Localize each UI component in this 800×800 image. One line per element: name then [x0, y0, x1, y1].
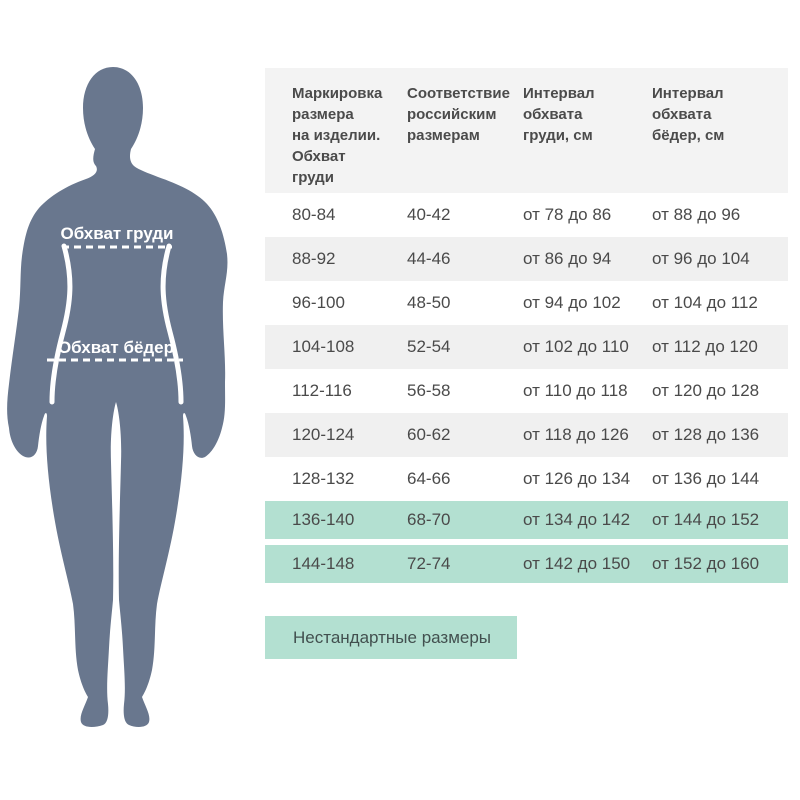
table-row: 104-108 52-54 от 102 до 110 от 112 до 12… [265, 325, 788, 369]
table-cell: 120-124 [292, 425, 355, 444]
table-cell: 104-108 [292, 337, 355, 356]
table-cell: 136-140 [292, 510, 355, 529]
table-cell: от 152 до 160 [652, 554, 760, 573]
table-cell: 52-54 [407, 337, 451, 356]
table-cell: 64-66 [407, 469, 451, 488]
table-cell: 60-62 [407, 425, 451, 444]
table-row: 88-92 44-46 от 86 до 94 от 96 до 104 [265, 237, 788, 281]
size-table: Маркировка размера на изделии. Обхват гр… [265, 68, 788, 583]
table-cell: от 126 до 134 [523, 469, 631, 488]
legend-label: Нестандартные размеры [293, 627, 492, 647]
table-cell: от 112 до 120 [652, 337, 758, 356]
figure-area: Обхват груди Обхват бёдер [0, 0, 266, 800]
table-cell: от 78 до 86 [523, 205, 612, 224]
table-cell: 144-148 [292, 554, 355, 573]
table-cell: 44-46 [407, 249, 451, 268]
female-body-silhouette: Обхват груди Обхват бёдер [7, 67, 228, 727]
table-cell: 112-116 [292, 381, 352, 400]
hips-measure-label: Обхват бёдер [58, 338, 174, 357]
table-row-highlighted: 136-140 68-70 от 134 до 142 от 144 до 15… [265, 501, 788, 539]
nonstandard-sizes-legend: Нестандартные размеры [265, 616, 517, 659]
table-cell: от 110 до 118 [523, 381, 628, 400]
table-row: 96-100 48-50 от 94 до 102 от 104 до 112 [265, 281, 788, 325]
table-cell: от 118 до 126 [523, 425, 629, 444]
left-arm-separator-line [49, 243, 73, 405]
table-cell: 68-70 [407, 510, 451, 529]
table-row: 80-84 40-42 от 78 до 86 от 88 до 96 [265, 193, 788, 237]
table-cell: 56-58 [407, 381, 451, 400]
table-cell: от 142 до 150 [523, 554, 631, 573]
table-cell: от 128 до 136 [652, 425, 760, 444]
table-row-highlighted: 144-148 72-74 от 142 до 150 от 152 до 16… [265, 545, 788, 583]
table-cell: от 88 до 96 [652, 205, 741, 224]
table-cell: 72-74 [407, 554, 451, 573]
right-arm-separator-line [160, 243, 184, 405]
column-header-size-marking: Маркировка размера на изделии. Обхват гр… [292, 85, 383, 186]
table-cell: 88-92 [292, 249, 336, 268]
table-cell: от 136 до 144 [652, 469, 760, 488]
table-row: 120-124 60-62 от 118 до 126 от 128 до 13… [265, 413, 788, 457]
table-cell: от 134 до 142 [523, 510, 631, 529]
table-cell: 128-132 [292, 469, 355, 488]
column-header-hips-interval: Интервал обхвата бёдер, см [652, 85, 725, 144]
chest-measure-label: Обхват груди [61, 224, 174, 243]
table-cell: 80-84 [292, 205, 336, 224]
table-row: 112-116 56-58 от 110 до 118 от 120 до 12… [265, 369, 788, 413]
table-cell: 48-50 [407, 293, 451, 312]
column-header-chest-interval: Интервал обхвата груди, см [523, 85, 595, 144]
column-header-russian-size: Соответствие российским размерам [407, 85, 510, 144]
table-cell: от 96 до 104 [652, 249, 750, 268]
table-cell: от 94 до 102 [523, 293, 621, 312]
table-cell: 96-100 [292, 293, 345, 312]
table-cell: от 120 до 128 [652, 381, 760, 400]
table-cell: 40-42 [407, 205, 451, 224]
table-cell: от 104 до 112 [652, 293, 758, 312]
table-cell: от 144 до 152 [652, 510, 760, 529]
body-shape [7, 67, 228, 727]
table-row: 128-132 64-66 от 126 до 134 от 136 до 14… [265, 457, 788, 501]
table-cell: от 86 до 94 [523, 249, 612, 268]
table-cell: от 102 до 110 [523, 337, 629, 356]
table-header-row: Маркировка размера на изделии. Обхват гр… [265, 68, 788, 193]
